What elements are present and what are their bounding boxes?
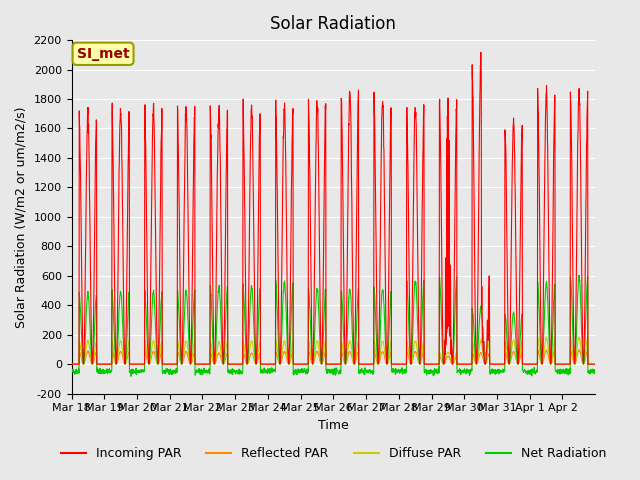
X-axis label: Time: Time bbox=[318, 419, 349, 432]
Text: SI_met: SI_met bbox=[77, 47, 129, 61]
Y-axis label: Solar Radiation (W/m2 or um/m2/s): Solar Radiation (W/m2 or um/m2/s) bbox=[15, 106, 28, 328]
Legend: Incoming PAR, Reflected PAR, Diffuse PAR, Net Radiation: Incoming PAR, Reflected PAR, Diffuse PAR… bbox=[56, 442, 611, 465]
Title: Solar Radiation: Solar Radiation bbox=[271, 15, 396, 33]
